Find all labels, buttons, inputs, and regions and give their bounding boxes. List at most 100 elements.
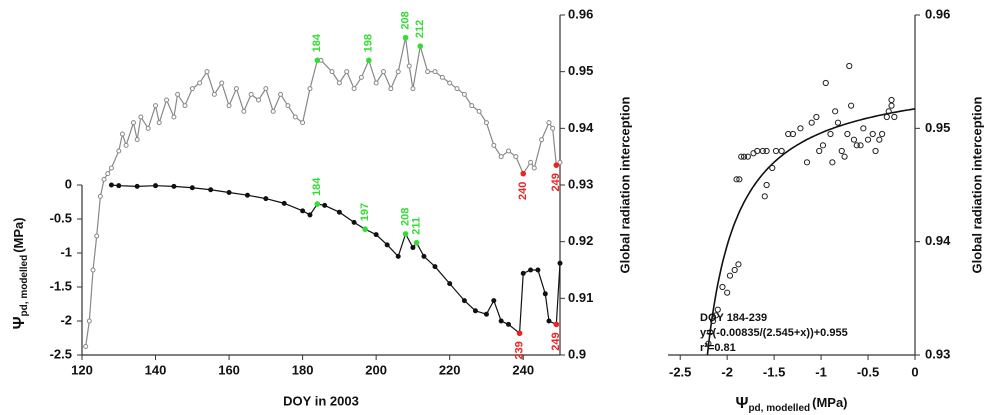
data-point (498, 318, 504, 324)
data-point (270, 108, 276, 114)
data-point (351, 219, 357, 225)
data-point (329, 69, 335, 75)
data-point (410, 86, 416, 92)
y-tick-label: 0.95 (925, 120, 950, 135)
data-point (322, 202, 328, 208)
data-point (108, 165, 114, 171)
y2-tick-label: 0.93 (568, 176, 593, 191)
data-point (483, 311, 489, 317)
data-point (726, 272, 734, 279)
data-point (769, 164, 776, 172)
y-tick-label: 0 (65, 176, 72, 191)
data-point (373, 232, 379, 238)
data-point (197, 80, 203, 86)
highlight-point (362, 226, 368, 232)
data-point (358, 74, 364, 80)
data-point (211, 91, 217, 97)
data-point (785, 130, 792, 138)
x-tick-label: -1.5 (763, 364, 785, 379)
data-point (813, 113, 820, 121)
data-point (535, 267, 541, 273)
highlight-label: 197 (359, 203, 371, 221)
data-point (498, 154, 504, 160)
data-point (300, 208, 306, 214)
data-point (263, 86, 269, 92)
data-point (219, 80, 225, 86)
data-point (822, 79, 829, 87)
x-tick-label: 220 (439, 362, 461, 377)
data-point (421, 253, 427, 259)
y-axis-title: Global radiation interception (969, 96, 984, 273)
y-tick-label: -0.5 (50, 210, 72, 225)
annotation: DOY 184-239 (700, 312, 767, 324)
data-point (86, 318, 92, 324)
data-point (97, 193, 103, 199)
x-tick-label: 120 (71, 362, 93, 377)
data-point (872, 147, 879, 155)
highlight-label: 249 (550, 332, 562, 350)
highlight-point (413, 240, 420, 246)
highlight-point (314, 201, 321, 207)
data-point (281, 200, 287, 206)
data-point (712, 312, 719, 319)
data-point (432, 69, 438, 75)
highlight-label: 239 (513, 341, 525, 359)
data-point (789, 130, 797, 138)
data-point (546, 318, 552, 324)
highlight-label: 208 (399, 11, 411, 29)
highlight-point (417, 43, 424, 49)
data-point (116, 183, 122, 189)
data-point (724, 289, 731, 296)
data-point (410, 245, 416, 251)
data-point (461, 91, 467, 97)
data-point (744, 153, 751, 160)
highlight-label: 184 (311, 177, 323, 196)
y2-tick-label: 0.92 (568, 233, 593, 248)
data-point (119, 131, 125, 137)
data-point (844, 130, 851, 138)
data-point (130, 120, 136, 126)
x-tick-label: 180 (292, 362, 314, 377)
data-point (171, 183, 177, 189)
x-tick-label: -2 (721, 364, 733, 379)
data-point (123, 142, 129, 148)
data-point (134, 137, 140, 143)
data-point (406, 63, 412, 69)
data-point (388, 86, 394, 92)
data-point (733, 176, 740, 183)
data-point (175, 91, 181, 97)
data-point (171, 114, 177, 120)
y-tick-label: -2.5 (50, 346, 72, 361)
x-tick-label: 240 (512, 362, 534, 377)
axis-title-unit: (MPa) (11, 217, 26, 252)
data-point (491, 298, 497, 304)
data-point (461, 298, 467, 304)
data-point (90, 267, 96, 273)
y2-axis-title: Global radiation interception (617, 96, 632, 273)
y-tick-label: -1 (60, 244, 72, 259)
x-axis-title: DOY in 2003 (283, 393, 359, 408)
data-point (736, 176, 743, 183)
data-point (513, 154, 519, 160)
data-point (204, 69, 210, 75)
data-point (156, 120, 162, 126)
highlight-point (553, 162, 560, 168)
x-tick-label: 160 (218, 362, 240, 377)
data-point (189, 185, 195, 191)
x-tick-label: -0.5 (857, 364, 879, 379)
highlight-label: 211 (411, 217, 423, 235)
highlight-point (366, 57, 372, 64)
highlight-point (402, 34, 409, 41)
data-point (853, 142, 860, 149)
y2-tick-label: 0.9 (568, 346, 586, 361)
data-point (857, 142, 864, 149)
data-point (384, 242, 390, 248)
data-point (381, 69, 387, 75)
data-point (506, 148, 512, 154)
highlight-label: 184 (311, 33, 323, 52)
highlight-label: 208 (399, 208, 411, 226)
highlight-point (520, 170, 527, 177)
data-point (255, 97, 261, 103)
highlight-point (402, 231, 409, 237)
data-point (869, 130, 876, 138)
